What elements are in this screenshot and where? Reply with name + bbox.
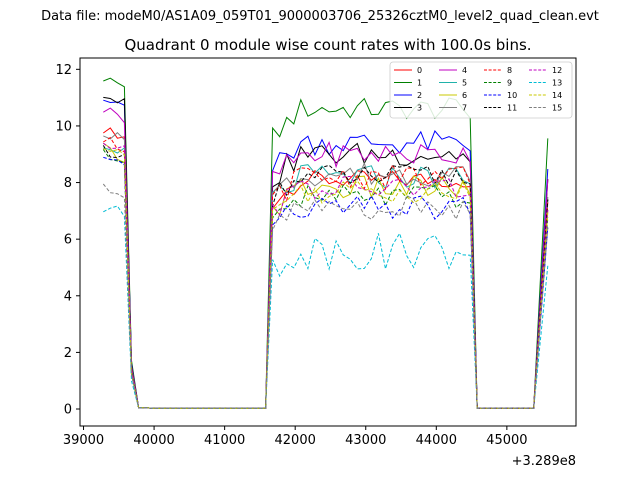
legend-label: 12 bbox=[552, 66, 562, 75]
y-tick-label: 4 bbox=[64, 289, 72, 304]
y-tick-label: 8 bbox=[64, 176, 72, 191]
x-tick-label: 39000 bbox=[63, 433, 104, 448]
x-tick-label: 42000 bbox=[275, 433, 316, 448]
legend-label: 6 bbox=[462, 91, 467, 100]
series-line-13 bbox=[103, 205, 549, 409]
series-layer bbox=[102, 77, 549, 409]
series-line-3 bbox=[103, 96, 549, 409]
y-tick-label: 2 bbox=[64, 346, 72, 361]
y-tick-label: 12 bbox=[55, 63, 72, 78]
series-line-7 bbox=[103, 132, 549, 409]
legend-label: 0 bbox=[417, 66, 422, 75]
series-line-2 bbox=[103, 99, 549, 409]
y-axis-ticks: 0 2 4 6 8 10 12 bbox=[55, 63, 80, 418]
legend-label: 4 bbox=[462, 66, 467, 75]
x-tick-label: 45000 bbox=[486, 433, 527, 448]
legend-label: 11 bbox=[507, 104, 517, 113]
series-line-12 bbox=[102, 142, 549, 409]
chart-title: Quadrant 0 module wise count rates with … bbox=[124, 36, 531, 54]
legend-label: 7 bbox=[462, 104, 467, 113]
series-line-1 bbox=[103, 77, 549, 409]
x-tick-label: 43000 bbox=[345, 433, 386, 448]
series-line-9 bbox=[102, 149, 549, 409]
x-axis-ticks: 39000 40000 41000 42000 43000 44000 45000 bbox=[63, 426, 528, 448]
legend-label: 2 bbox=[417, 91, 422, 100]
chart-suptitle: Data file: modeM0/AS1A09_059T01_90000037… bbox=[41, 9, 599, 24]
y-tick-label: 6 bbox=[64, 233, 72, 248]
legend-label: 13 bbox=[552, 79, 562, 88]
y-tick-label: 0 bbox=[64, 403, 72, 418]
x-tick-label: 44000 bbox=[416, 433, 457, 448]
y-tick-label: 10 bbox=[55, 119, 72, 134]
legend-label: 5 bbox=[462, 79, 467, 88]
legend-label: 8 bbox=[507, 66, 512, 75]
x-axis-offset-label: +3.289e8 bbox=[512, 454, 576, 469]
series-line-6 bbox=[103, 142, 549, 409]
series-line-15 bbox=[102, 183, 549, 409]
legend-label: 15 bbox=[552, 104, 562, 113]
series-line-8 bbox=[103, 136, 549, 409]
series-line-11 bbox=[102, 145, 549, 409]
series-line-14 bbox=[103, 148, 549, 409]
series-line-5 bbox=[103, 146, 549, 409]
legend-label: 1 bbox=[417, 79, 422, 88]
legend-label: 9 bbox=[507, 79, 512, 88]
x-tick-label: 41000 bbox=[204, 433, 245, 448]
legend-box bbox=[389, 61, 573, 119]
plot-area-frame bbox=[79, 57, 577, 427]
x-tick-label: 40000 bbox=[133, 433, 174, 448]
legend-label: 3 bbox=[417, 104, 422, 113]
legend-label: 14 bbox=[552, 91, 562, 100]
legend-label: 10 bbox=[507, 91, 517, 100]
